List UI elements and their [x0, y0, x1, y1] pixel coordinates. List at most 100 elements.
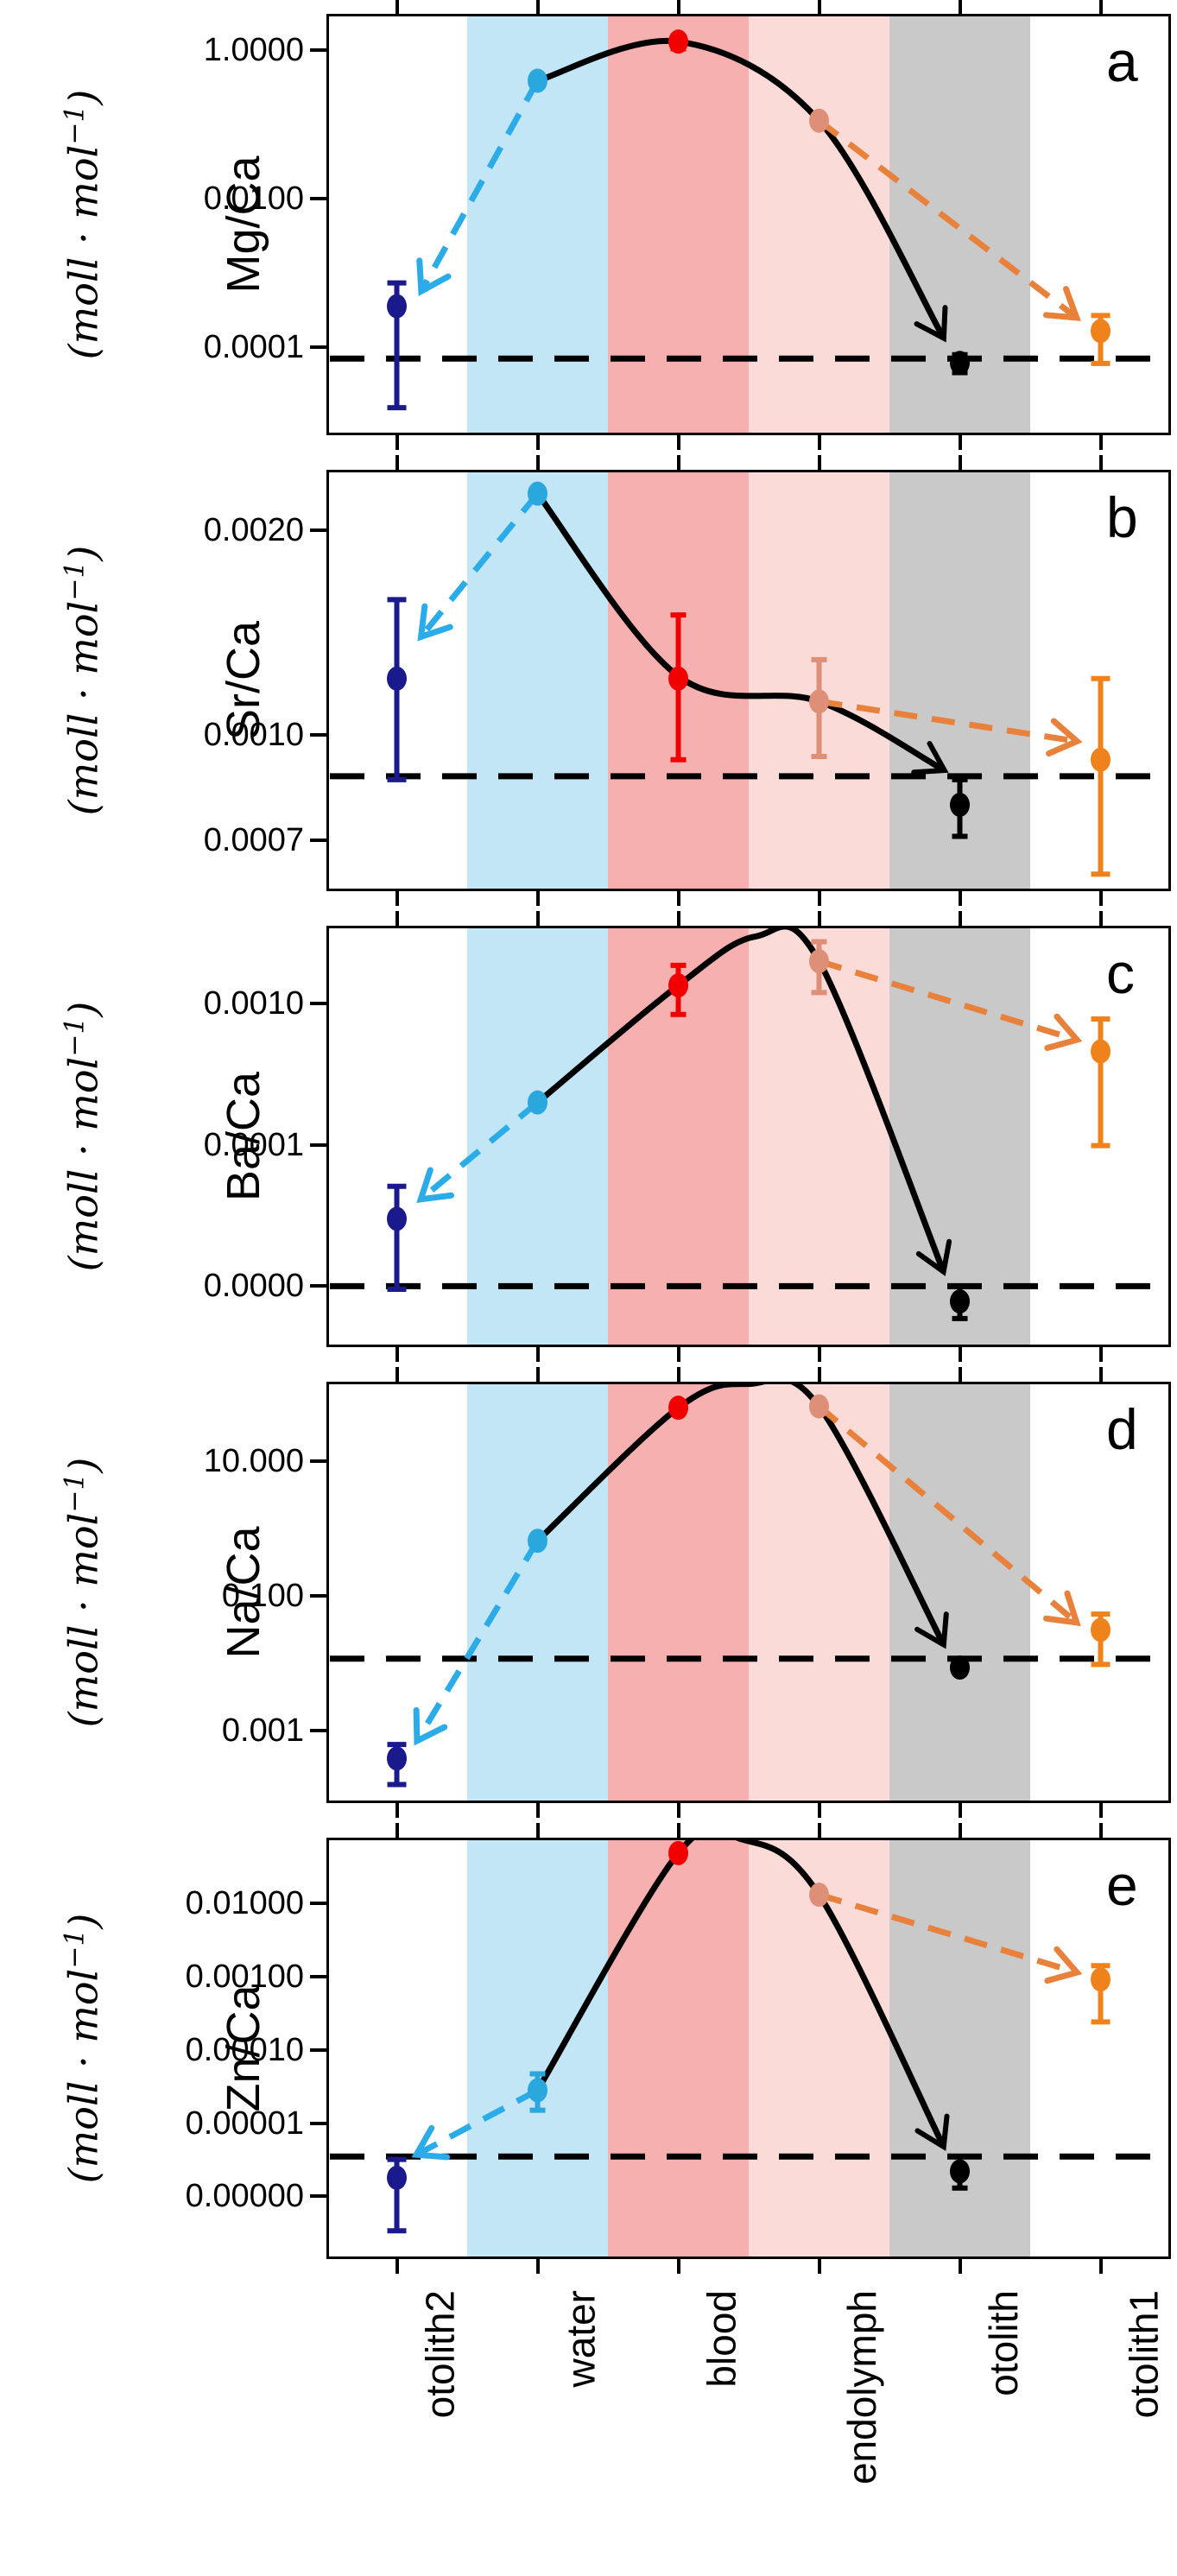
- y-tick-label: 0.0020: [203, 511, 304, 548]
- panel-letter: c: [1106, 941, 1135, 1005]
- band-otolith: [889, 926, 1030, 1347]
- x-tick-mark: [1098, 435, 1103, 450]
- x-tick-mark: [958, 891, 962, 906]
- y-tick-mark: [310, 48, 326, 53]
- data-point-otolith: [950, 1655, 970, 1680]
- band-otolith: [889, 1382, 1030, 1803]
- x-tick-mark: [676, 1347, 680, 1362]
- x-tick-mark: [395, 891, 399, 906]
- data-point-water: [528, 1090, 547, 1115]
- data-point-endolymph: [809, 1394, 829, 1419]
- y-tick-label: 1.0000: [203, 32, 304, 69]
- x-tick-mark: [817, 435, 821, 450]
- band-water: [467, 926, 608, 1347]
- band-endolymph: [749, 926, 889, 1347]
- endolymph-to-otolith1-arrow: [817, 117, 1081, 321]
- data-point-endolymph: [809, 949, 829, 974]
- x-tick-mark: [958, 455, 962, 470]
- y-tick-mark: [310, 839, 326, 843]
- data-point-endolymph: [809, 1883, 829, 1908]
- water-to-otolith2-arrow: [411, 2087, 540, 2161]
- x-tick-mark: [676, 435, 680, 450]
- x-tick-mark: [817, 1803, 821, 1818]
- band-blood: [608, 1382, 749, 1803]
- y-tick-mark: [310, 1459, 326, 1464]
- y-units-close: ): [60, 1457, 107, 1473]
- y-units-superscript: −1: [59, 1472, 91, 1513]
- error-bar-otolith1: [1091, 1016, 1111, 1149]
- x-tick-mark: [395, 1803, 399, 1818]
- x-tick-mark: [817, 0, 821, 14]
- endolymph-to-otolith1-arrow: [818, 1891, 1083, 1984]
- x-tick-mark: [817, 911, 821, 926]
- y-tick-label: 0.00000: [185, 2178, 304, 2215]
- y-tick-mark: [310, 345, 326, 350]
- y-units-text: (moll · mol: [60, 600, 107, 816]
- band-endolymph: [749, 14, 889, 435]
- trajectory-curve: [536, 37, 948, 343]
- x-tick-mark: [535, 2259, 540, 2274]
- y-tick-label: 0.0010: [203, 717, 304, 754]
- data-point-otolith: [950, 1289, 970, 1314]
- x-tick-mark: [395, 0, 399, 14]
- x-tick-mark: [535, 911, 540, 926]
- y-tick-mark: [310, 1901, 326, 1905]
- y-units-close: ): [60, 545, 107, 561]
- data-point-blood: [668, 1840, 688, 1865]
- y-units-label: (moll · mol−1): [59, 1914, 106, 2184]
- x-tick-mark: [958, 435, 962, 450]
- y-units-label: (moll · mol−1): [59, 90, 106, 360]
- y-tick-mark: [310, 2194, 326, 2199]
- x-tick-mark: [817, 1347, 821, 1362]
- y-tick-label: 0.0010: [203, 985, 304, 1022]
- y-units-label: (moll · mol−1): [59, 1002, 106, 1272]
- x-tick-mark: [676, 1823, 680, 1838]
- band-otolith: [889, 1838, 1030, 2259]
- data-point-otolith: [950, 792, 970, 817]
- panel-plot: [326, 14, 1171, 435]
- band-water: [467, 470, 608, 891]
- panel-plot: [326, 1382, 1171, 1803]
- x-tick-mark: [676, 1367, 680, 1382]
- x-tick-mark: [1098, 455, 1103, 470]
- x-tick-mark: [676, 2259, 680, 2274]
- y-tick-mark: [310, 1974, 326, 1978]
- data-point-water: [528, 1529, 547, 1554]
- data-point-endolymph: [809, 108, 829, 133]
- y-units-text: (moll · mol: [60, 1968, 107, 2184]
- y-tick-label: 0.0100: [203, 180, 304, 218]
- panel-border: [326, 14, 1171, 435]
- panel-letter: a: [1106, 29, 1138, 93]
- x-tick-mark: [395, 911, 399, 926]
- water-to-otolith2-arrow: [417, 491, 541, 642]
- endolymph-to-otolith1-arrow: [818, 958, 1083, 1052]
- data-point-otolith1: [1091, 1617, 1111, 1642]
- endolymph-to-otolith1-arrow: [817, 1403, 1081, 1627]
- x-tick-mark: [1098, 911, 1103, 926]
- water-to-otolith2-arrow: [416, 1099, 540, 1203]
- band-endolymph: [749, 1382, 889, 1803]
- y-units-text: (moll · mol: [60, 144, 107, 360]
- y-tick-label: 0.001: [221, 1712, 304, 1750]
- x-tick-mark: [395, 2259, 399, 2274]
- y-tick-label: 0.0001: [203, 329, 304, 366]
- x-tick-mark: [817, 1823, 821, 1838]
- x-axis-label-blood: blood: [699, 2290, 744, 2388]
- y-units-superscript: −1: [59, 1928, 91, 1969]
- band-water: [467, 1382, 608, 1803]
- x-tick-mark: [817, 891, 821, 906]
- x-axis-label-water: water: [558, 2290, 604, 2388]
- x-tick-mark: [1098, 2259, 1103, 2274]
- panel-letter: d: [1106, 1397, 1138, 1461]
- x-tick-mark: [1098, 1347, 1103, 1362]
- data-point-otolith1: [1091, 319, 1111, 344]
- x-tick-mark: [958, 0, 962, 14]
- panel-border: [326, 926, 1171, 1347]
- x-tick-mark: [395, 455, 399, 470]
- trajectory-curve: [535, 926, 952, 1276]
- x-tick-mark: [676, 0, 680, 14]
- x-tick-mark: [535, 1347, 540, 1362]
- y-tick-mark: [310, 197, 326, 201]
- data-point-water: [528, 2078, 547, 2103]
